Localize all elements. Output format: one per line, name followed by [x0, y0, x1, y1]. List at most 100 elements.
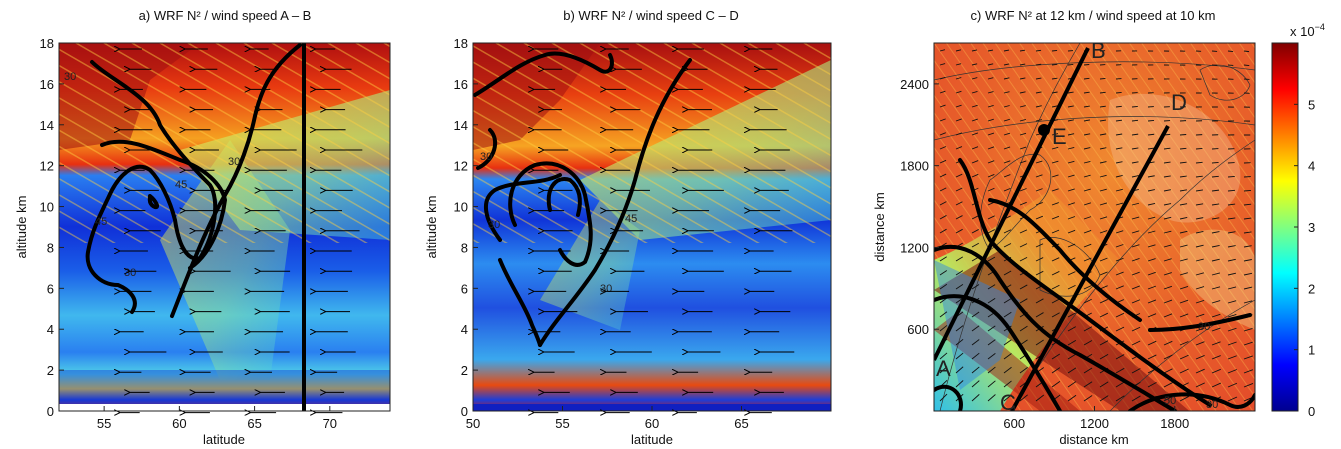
wind-arrow	[1131, 395, 1141, 402]
wind-arrow	[1115, 244, 1124, 248]
wind-arrow	[955, 201, 963, 206]
wind-arrow	[1019, 91, 1026, 94]
x-tick-label: 1200	[1080, 416, 1109, 431]
wind-arrow	[987, 229, 995, 234]
wind-arrow	[1115, 395, 1125, 402]
wind-arrow	[971, 63, 978, 66]
wind-arrow	[1099, 91, 1106, 94]
wind-arrow	[1035, 270, 1044, 276]
y-tick-label: 6	[47, 281, 54, 296]
wind-arrow	[1195, 355, 1205, 360]
wind-arrow	[1035, 298, 1044, 304]
wind-arrow	[1115, 230, 1124, 234]
wind-arrow	[1051, 215, 1060, 220]
wind-arrow	[1243, 272, 1253, 276]
colorbar-gradient	[1271, 42, 1299, 412]
wind-arrow	[955, 366, 964, 374]
y-tick-label: 14	[454, 118, 468, 133]
wind-arrow	[1083, 367, 1093, 374]
wind-arrow	[1035, 243, 1044, 248]
wind-arrow	[1099, 271, 1108, 276]
wind-arrow	[1179, 161, 1187, 164]
wind-arrow	[939, 159, 947, 164]
wind-arrow	[1131, 340, 1141, 346]
wind-arrow	[1163, 368, 1173, 374]
wind-arrow	[1003, 229, 1012, 234]
wind-arrow	[987, 339, 996, 346]
wind-arrow	[1131, 216, 1140, 220]
wind-arrow	[1115, 133, 1123, 136]
panel-b-ticks: 50 55 60 65 0 2 4 6 8 10 12 14 16 18	[454, 36, 749, 431]
wind-arrow	[1243, 245, 1252, 248]
wind-arrow	[987, 118, 994, 122]
panel-c-contour-labels: 30 30 50	[1164, 321, 1218, 411]
wind-arrow	[1099, 395, 1109, 402]
wind-arrow	[1227, 382, 1238, 388]
wind-arrow	[1211, 258, 1220, 262]
wind-arrow	[1003, 160, 1011, 164]
panel-c-point-label: E	[1052, 124, 1067, 149]
wind-arrow	[971, 284, 980, 290]
y-tick-label: 8	[47, 240, 54, 255]
wind-arrow	[1083, 395, 1093, 402]
wind-arrow	[1067, 91, 1074, 94]
panel-c-contour-label: 50	[1164, 395, 1176, 407]
wind-arrow	[1211, 368, 1221, 374]
wind-arrow	[1067, 312, 1076, 318]
wind-arrow	[1115, 257, 1124, 262]
panel-c-point-labels: B D E A C	[936, 38, 1187, 415]
panel-a-field	[59, 43, 390, 411]
wind-arrow	[1243, 369, 1254, 374]
wind-arrow	[1099, 230, 1108, 234]
wind-arrow	[1131, 271, 1140, 276]
wind-arrow	[1051, 202, 1059, 206]
wind-arrow	[1147, 133, 1155, 136]
wind-arrow	[955, 104, 962, 108]
wind-arrow	[1067, 229, 1076, 234]
wind-arrow	[1179, 230, 1188, 234]
y-tick-label: 600	[907, 322, 929, 337]
wind-arrow	[1195, 327, 1205, 332]
wind-arrow	[1019, 257, 1028, 262]
colorbar: 0 1 2 3 4 5 x 10−4	[1271, 22, 1325, 419]
wind-arrow	[939, 228, 947, 234]
wind-arrow	[1067, 243, 1076, 248]
wind-arrow	[1243, 189, 1252, 192]
wind-arrow	[1067, 202, 1075, 206]
colorbar-tick-label: 2	[1308, 281, 1315, 296]
wind-arrow	[939, 201, 947, 206]
wind-arrow	[1227, 272, 1237, 276]
wind-arrow	[1067, 271, 1076, 276]
wind-arrow	[1131, 299, 1141, 304]
wind-arrow	[971, 118, 978, 122]
wind-arrow	[1115, 285, 1124, 290]
wind-arrow	[1179, 286, 1189, 290]
x-tick-label: 70	[323, 416, 337, 431]
panel-b-contour-label: 30	[488, 219, 500, 231]
wind-arrow	[1163, 230, 1172, 234]
wind-arrow	[1179, 244, 1188, 248]
wind-arrow	[1163, 272, 1172, 276]
wind-arrow	[939, 366, 948, 374]
wind-arrow	[1211, 175, 1219, 178]
wind-arrow	[1051, 160, 1059, 164]
wind-arrow	[1019, 243, 1028, 248]
wind-arrow	[1243, 300, 1253, 304]
wind-arrow	[987, 187, 995, 192]
wind-arrow	[1099, 174, 1107, 178]
wind-arrow	[939, 187, 947, 192]
wind-arrow	[1051, 271, 1060, 276]
wind-arrow	[1195, 382, 1205, 388]
wind-arrow	[939, 270, 948, 276]
wind-arrow	[971, 366, 980, 374]
wind-arrow	[1211, 244, 1220, 248]
x-tick-label: 65	[734, 416, 748, 431]
wind-arrow	[1003, 77, 1010, 80]
wind-arrow	[971, 146, 979, 150]
wind-arrow	[1195, 313, 1205, 318]
wind-arrow	[1099, 161, 1107, 164]
wind-arrow	[1051, 312, 1060, 318]
panel-c-ticks: 600 1200 1800 600 1200 1800 2400	[900, 77, 1189, 431]
panel-b-contour-label: 45	[625, 213, 637, 225]
wind-arrow	[1163, 258, 1172, 262]
